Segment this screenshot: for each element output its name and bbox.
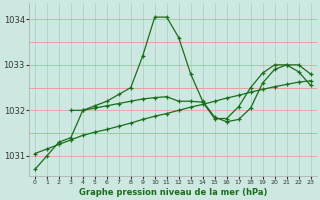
- X-axis label: Graphe pression niveau de la mer (hPa): Graphe pression niveau de la mer (hPa): [78, 188, 267, 197]
